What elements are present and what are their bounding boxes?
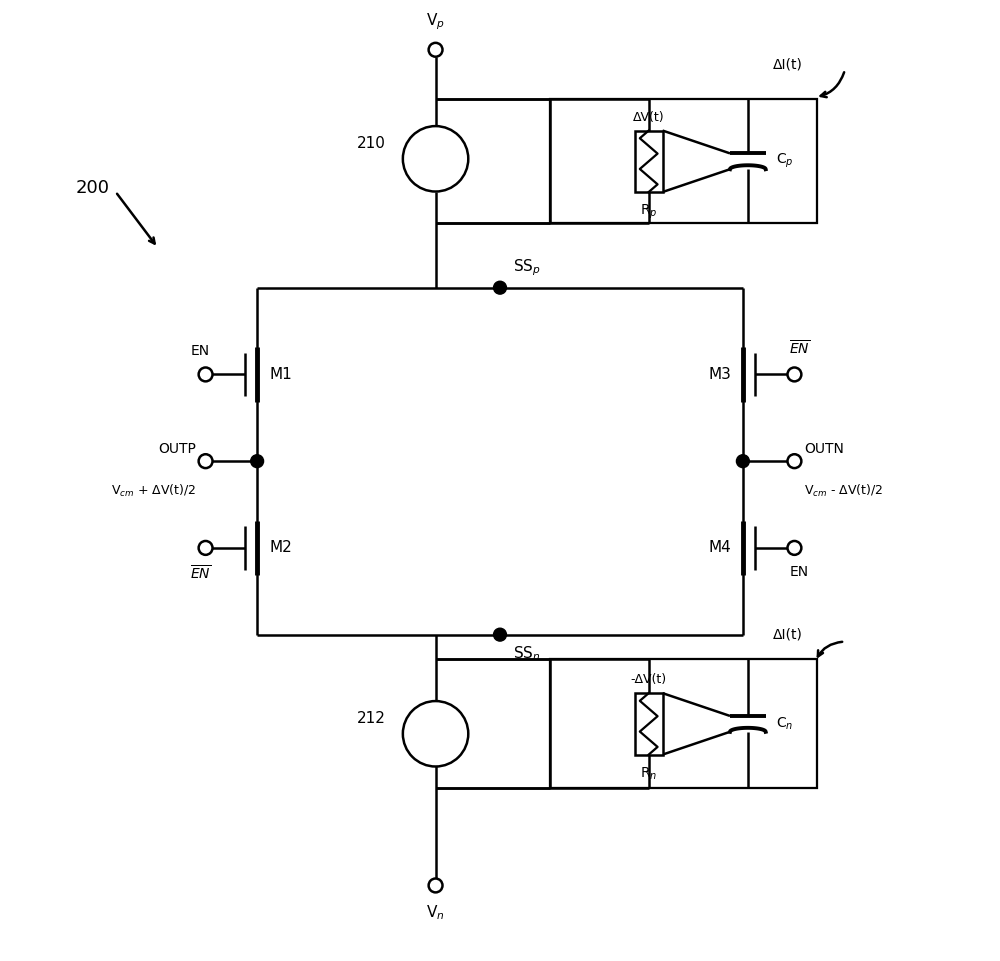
Circle shape [199, 367, 213, 382]
Text: EN: EN [790, 565, 809, 579]
Circle shape [251, 455, 264, 468]
Bar [550, 99, 817, 223]
Circle shape [403, 126, 468, 191]
Text: 212: 212 [357, 711, 386, 727]
Text: $\overline{EN}$: $\overline{EN}$ [190, 565, 211, 583]
Text: ΔV(t): ΔV(t) [633, 111, 665, 124]
Text: C$_n$: C$_n$ [776, 716, 793, 732]
Text: V$_p$: V$_p$ [426, 12, 445, 32]
Text: ΔI(t): ΔI(t) [773, 58, 802, 71]
Circle shape [429, 43, 443, 57]
Bar [635, 693, 663, 754]
Text: M1: M1 [269, 367, 292, 382]
Text: ΔI(t): ΔI(t) [773, 628, 802, 642]
Circle shape [787, 367, 801, 382]
Text: OUTN: OUTN [804, 442, 844, 456]
Circle shape [494, 628, 506, 641]
Text: SS$_n$: SS$_n$ [513, 645, 540, 663]
Circle shape [199, 455, 213, 468]
Text: SS$_p$: SS$_p$ [513, 258, 541, 278]
Circle shape [736, 455, 749, 468]
Text: V$_n$: V$_n$ [426, 903, 445, 922]
Circle shape [429, 878, 443, 893]
Text: OUTP: OUTP [158, 442, 196, 456]
Circle shape [787, 541, 801, 554]
Text: R$_p$: R$_p$ [640, 203, 657, 221]
Bar [635, 131, 663, 192]
Bar [550, 659, 817, 788]
Text: M4: M4 [708, 540, 731, 555]
Text: -ΔV(t): -ΔV(t) [631, 674, 667, 686]
Text: $\overline{EN}$: $\overline{EN}$ [789, 339, 810, 357]
Text: R$_n$: R$_n$ [640, 766, 657, 782]
Circle shape [403, 702, 468, 767]
Text: M2: M2 [269, 540, 292, 555]
Circle shape [787, 455, 801, 468]
Text: 200: 200 [76, 179, 110, 197]
Circle shape [494, 282, 506, 294]
Text: M3: M3 [708, 367, 731, 382]
Circle shape [199, 541, 213, 554]
Text: V$_{cm}$ - ΔV(t)/2: V$_{cm}$ - ΔV(t)/2 [804, 483, 883, 499]
Text: EN: EN [191, 344, 210, 357]
Text: 210: 210 [357, 136, 386, 152]
Text: V$_{cm}$ + ΔV(t)/2: V$_{cm}$ + ΔV(t)/2 [111, 483, 196, 499]
Text: C$_p$: C$_p$ [776, 152, 793, 170]
